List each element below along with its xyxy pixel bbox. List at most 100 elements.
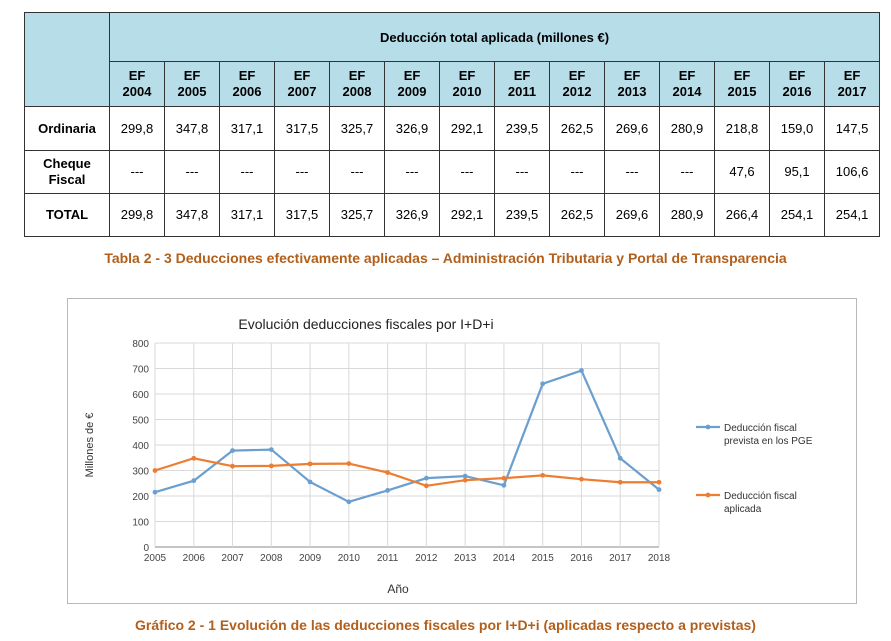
data-point xyxy=(346,499,352,505)
year-header-6: EF 2010 xyxy=(439,61,495,108)
row-label: Ordinaria xyxy=(24,106,110,151)
series-line-0 xyxy=(154,369,660,504)
legend-marker xyxy=(705,492,711,498)
year-header-line: 2013 xyxy=(617,84,647,100)
data-point xyxy=(656,479,662,485)
y-tick-label: 500 xyxy=(132,416,149,427)
table-cell: 262,5 xyxy=(549,106,605,151)
table-cell: 266,4 xyxy=(714,192,770,238)
data-point xyxy=(462,473,468,479)
table-cell: 218,8 xyxy=(714,106,770,151)
data-point xyxy=(656,487,662,493)
table-cell: 292,1 xyxy=(439,192,495,238)
x-axis-label: Año xyxy=(387,582,409,596)
data-point xyxy=(540,381,546,387)
table-row: Ordinaria 299,8 347,8 317,1 317,5 325,7 326,9 2… xyxy=(24,106,881,151)
row-label: Cheque Fiscal xyxy=(24,149,110,194)
table-caption: Tabla 2 - 3 Deducciones efectivamente ap… xyxy=(104,250,787,266)
x-tick-label: 2005 xyxy=(144,553,167,564)
y-tick-label: 600 xyxy=(132,390,149,401)
year-header-line: 2007 xyxy=(287,84,317,100)
x-tick-label: 2010 xyxy=(338,553,361,564)
year-header-line: 2012 xyxy=(562,84,592,100)
table-cell: 299,8 xyxy=(109,106,165,151)
y-tick-label: 0 xyxy=(143,543,149,554)
data-point xyxy=(191,455,197,461)
table-cell: 280,9 xyxy=(659,106,715,151)
table-cell: 254,1 xyxy=(769,192,825,238)
x-tick-label: 2017 xyxy=(609,553,632,564)
legend-label: Deducción fiscal xyxy=(724,423,797,434)
table-cell: 326,9 xyxy=(384,192,440,238)
table-header-title: Deducción total aplicada (millones €) xyxy=(108,11,881,63)
table-cell: --- xyxy=(659,149,715,194)
row-label: TOTAL xyxy=(24,192,110,238)
table-corner-cell xyxy=(24,11,110,108)
table-cell: 317,1 xyxy=(219,192,275,238)
table-cell: 317,1 xyxy=(219,106,275,151)
data-point xyxy=(579,476,584,482)
year-header-line: EF xyxy=(348,68,366,84)
year-header-8: EF 2012 xyxy=(549,61,605,108)
year-header-5: EF 2009 xyxy=(384,61,440,108)
year-header-line: 2014 xyxy=(672,84,702,100)
row-label-line: Fiscal xyxy=(48,171,86,187)
data-point xyxy=(423,475,429,481)
table-cell: --- xyxy=(109,149,165,194)
data-point xyxy=(152,489,158,495)
table-row: Cheque Fiscal --- --- --- --- --- --- --- --- --- -… xyxy=(24,149,881,194)
x-tick-label: 2006 xyxy=(183,553,206,564)
year-header-line: 2008 xyxy=(342,84,372,100)
table-cell: --- xyxy=(494,149,550,194)
year-header-line: EF xyxy=(238,68,256,84)
x-tick-label: 2014 xyxy=(493,553,516,564)
table-cell: 347,8 xyxy=(164,106,220,151)
year-header-line: 2015 xyxy=(727,84,757,100)
year-header-line: EF xyxy=(458,68,476,84)
x-tick-label: 2012 xyxy=(415,553,438,564)
y-tick-label: 800 xyxy=(132,339,149,350)
data-point xyxy=(191,478,197,484)
data-point xyxy=(617,455,623,461)
table-cell: 147,5 xyxy=(823,106,881,151)
table-cell: 347,8 xyxy=(164,192,220,238)
table-cell: --- xyxy=(549,149,605,194)
table-cell: 317,5 xyxy=(274,106,330,151)
year-header-line: 2017 xyxy=(837,84,867,100)
year-header-7: EF 2011 xyxy=(494,61,550,108)
table-cell: 159,0 xyxy=(769,106,825,151)
data-point xyxy=(501,482,507,488)
table-cell: 325,7 xyxy=(329,192,385,238)
year-header-line: 2010 xyxy=(452,84,482,100)
data-point xyxy=(579,368,584,373)
table-cell: 106,6 xyxy=(823,149,881,194)
y-tick-label: 300 xyxy=(132,467,149,478)
x-tick-label: 2007 xyxy=(221,553,244,564)
table-cell: 269,6 xyxy=(604,106,660,151)
x-tick-label: 2016 xyxy=(570,553,593,564)
table-cell: 299,8 xyxy=(109,192,165,238)
table-cell: 317,5 xyxy=(274,192,330,238)
table-cell: 239,5 xyxy=(494,106,550,151)
x-tick-label: 2011 xyxy=(377,553,399,564)
table-cell: 239,5 xyxy=(494,192,550,238)
year-header-line: 2006 xyxy=(232,84,262,100)
table-cell: 326,9 xyxy=(384,106,440,151)
table-cell: 325,7 xyxy=(329,106,385,151)
year-header-line: 2016 xyxy=(782,84,812,100)
year-header-line: 2011 xyxy=(507,84,537,100)
table-cell: --- xyxy=(604,149,660,194)
table-cell: --- xyxy=(274,149,330,194)
year-header-9: EF 2013 xyxy=(604,61,660,108)
year-header-4: EF 2008 xyxy=(329,61,385,108)
table-cell: 280,9 xyxy=(659,192,715,238)
series-line-1 xyxy=(154,457,659,487)
year-header-line: EF xyxy=(403,68,421,84)
data-point xyxy=(501,475,507,481)
table-cell: 95,1 xyxy=(769,149,825,194)
table-cell: 262,5 xyxy=(549,192,605,238)
x-tick-label: 2015 xyxy=(532,553,555,564)
data-point xyxy=(385,487,391,493)
year-header-line: EF xyxy=(128,68,146,84)
year-header-11: EF 2015 xyxy=(714,61,770,108)
